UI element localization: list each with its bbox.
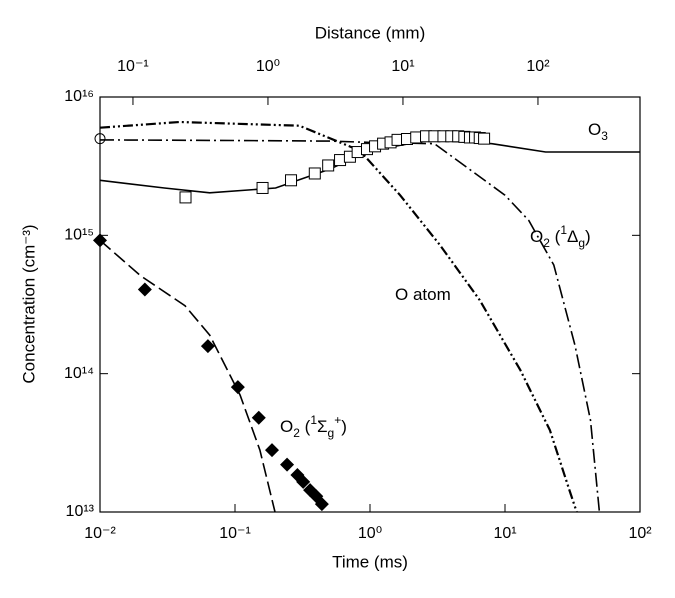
x-tick-label: 10⁰ <box>358 525 382 542</box>
diamond-marker <box>230 380 245 395</box>
circle-marker <box>94 133 106 145</box>
diamond-marker <box>296 474 311 489</box>
square-marker <box>285 174 298 187</box>
annotation: O3 <box>588 120 608 143</box>
square-marker <box>478 132 491 145</box>
series-line <box>100 139 601 512</box>
annotation-part: 2 <box>543 236 550 250</box>
annotation-part: ( <box>300 417 311 436</box>
square-marker <box>256 181 269 194</box>
annotation-part: Σ <box>317 417 328 436</box>
annotation-part: 1 <box>560 223 567 237</box>
diamond-marker <box>200 339 215 354</box>
series-line <box>100 239 276 512</box>
y-tick-label: 10¹⁶ <box>64 88 94 105</box>
x2-tick-label: 10¹ <box>391 58 414 75</box>
diamond-marker <box>93 233 107 248</box>
annotation-part: g <box>578 236 585 250</box>
x-tick-label: 10¹ <box>493 525 516 542</box>
square-marker <box>179 191 192 204</box>
y-tick-label: 10¹⁵ <box>64 227 94 244</box>
x-tick-label: 10⁻¹ <box>219 525 251 542</box>
annotation: O2 (1Σg+) <box>280 413 347 440</box>
annotation-part: ) <box>585 227 591 246</box>
annotation-part: O <box>280 417 293 436</box>
square-marker <box>334 154 347 167</box>
annotation-part: O <box>530 227 543 246</box>
annotation-part: ( <box>550 227 561 246</box>
diamond-marker <box>314 497 329 512</box>
diamond-marker <box>251 410 266 425</box>
x2-axis-label: Distance (mm) <box>315 23 426 42</box>
annotation-part: ) <box>341 417 347 436</box>
y-tick-label: 10¹⁴ <box>64 365 94 382</box>
diamond-marker <box>265 443 280 458</box>
y-tick-label: 10¹³ <box>66 503 95 520</box>
y-axis-label: Concentration (cm⁻³) <box>19 224 38 383</box>
x-tick-label: 10⁻² <box>84 525 116 542</box>
x-axis-label: Time (ms) <box>332 552 408 571</box>
annotation: O atom <box>395 285 451 304</box>
plot-frame <box>99 96 641 513</box>
annotation-part: 1 <box>310 413 317 427</box>
series-line <box>100 120 578 512</box>
x-tick-label: 10² <box>628 525 652 542</box>
diamond-marker <box>137 282 152 297</box>
x2-tick-label: 10² <box>526 58 550 75</box>
annotation-part: g <box>328 426 335 440</box>
x2-tick-label: 10⁰ <box>256 58 280 75</box>
annotation-part: O <box>588 120 601 139</box>
annotation-part: 3 <box>601 129 608 143</box>
annotation-part: 2 <box>293 426 300 440</box>
annotation-part: O atom <box>395 285 451 304</box>
annotation: O2 (1Δg) <box>530 223 591 250</box>
square-marker <box>322 159 335 172</box>
diamond-marker <box>280 457 295 472</box>
annotation-part: Δ <box>567 227 578 246</box>
annotation-part: + <box>334 413 341 427</box>
x2-tick-label: 10⁻¹ <box>117 58 149 75</box>
square-marker <box>308 167 321 180</box>
